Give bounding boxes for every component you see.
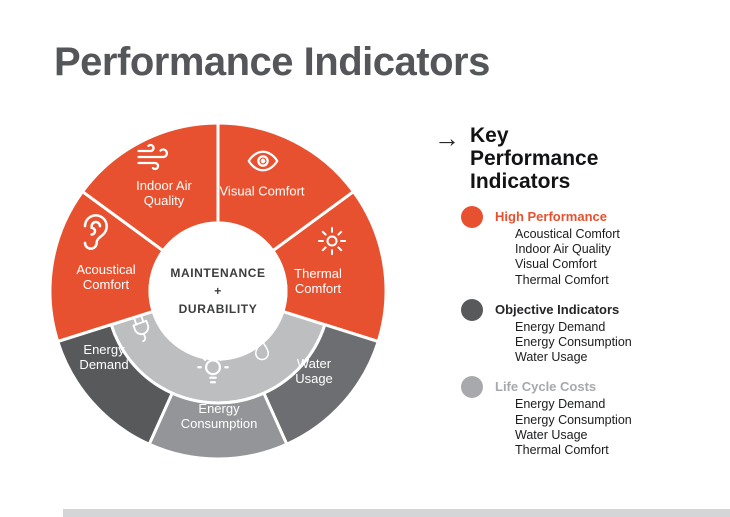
segment-label-energy-demand: Energy Demand xyxy=(79,341,129,372)
legend-item: Thermal Comfort xyxy=(515,443,609,458)
legend-group-body: Objective Indicators Energy Demand Energ… xyxy=(495,302,632,366)
legend-group-items: Energy Demand Energy Consumption Water U… xyxy=(495,320,632,366)
segment-label-water-usage: Water Usage xyxy=(295,355,333,386)
lightbulb-icon xyxy=(195,353,231,389)
segment-label-visual-comfort: Visual Comfort xyxy=(219,183,305,199)
ear-icon xyxy=(75,212,115,252)
kpi-panel: → Key Performance Indicators High Perfor… xyxy=(434,124,726,472)
legend-group-label-objective-indicators: Objective Indicators xyxy=(495,301,620,317)
legend-group-label-life-cycle-costs: Life Cycle Costs xyxy=(495,379,597,395)
segment-label-energy-consumption: Energy Consumption xyxy=(180,400,258,431)
wheel-center-circle xyxy=(148,221,288,361)
legend-group-label-high-performance: High Performance xyxy=(495,209,607,224)
legend-item: Energy Demand xyxy=(515,319,606,334)
legend-item: Water Usage xyxy=(515,427,588,442)
eye-icon xyxy=(245,143,281,179)
legend-group-items: Acoustical Comfort Indoor Air Quality Vi… xyxy=(495,227,620,288)
legend-group-items: Energy Demand Energy Consumption Water U… xyxy=(495,397,632,458)
thermal-icon xyxy=(316,225,348,257)
legend-item: Energy Demand xyxy=(515,397,606,412)
legend-dot-high-performance xyxy=(461,206,483,228)
legend-group-body: Life Cycle Costs Energy Demand Energy Co… xyxy=(495,379,632,458)
legend-group-high-performance: High Performance Acoustical Comfort Indo… xyxy=(434,206,726,288)
legend-item: Visual Comfort xyxy=(515,257,597,272)
legend-dot-life-cycle-costs xyxy=(461,376,483,399)
legend-item: Energy Consumption xyxy=(515,335,632,350)
arrow-icon: → xyxy=(434,123,460,153)
bottom-divider-strip xyxy=(63,509,730,517)
segment-label-thermal-comfort: Thermal Comfort xyxy=(294,265,342,296)
legend-group-body: High Performance Acoustical Comfort Indo… xyxy=(495,209,620,288)
legend-group-life-cycle-costs: Life Cycle Costs Energy Demand Energy Co… xyxy=(434,376,726,458)
kpi-header: → Key Performance Indicators xyxy=(434,124,726,193)
air-icon xyxy=(134,139,170,175)
water-drop-icon xyxy=(250,339,275,364)
segment-label-acoustical-comfort: Acoustical Comfort xyxy=(76,261,136,292)
page-title: Performance Indicators xyxy=(54,40,490,84)
plug-icon xyxy=(127,314,157,344)
legend-group-objective-indicators: Objective Indicators Energy Demand Energ… xyxy=(434,298,726,366)
legend-item: Thermal Comfort xyxy=(515,272,609,287)
legend-item: Energy Consumption xyxy=(515,412,632,427)
wheel-segment-energy-demand xyxy=(55,322,175,447)
legend-item: Indoor Air Quality xyxy=(515,242,611,257)
kpi-title: Key Performance Indicators xyxy=(470,124,599,193)
legend-item: Acoustical Comfort xyxy=(515,227,620,241)
segment-label-indoor-air-quality: Indoor Air Quality xyxy=(136,177,192,208)
legend-item: Water Usage xyxy=(515,350,588,365)
wheel-center-label: MAINTENANCE + DURABILITY xyxy=(170,266,266,316)
legend-dot-objective-indicators xyxy=(461,298,483,321)
